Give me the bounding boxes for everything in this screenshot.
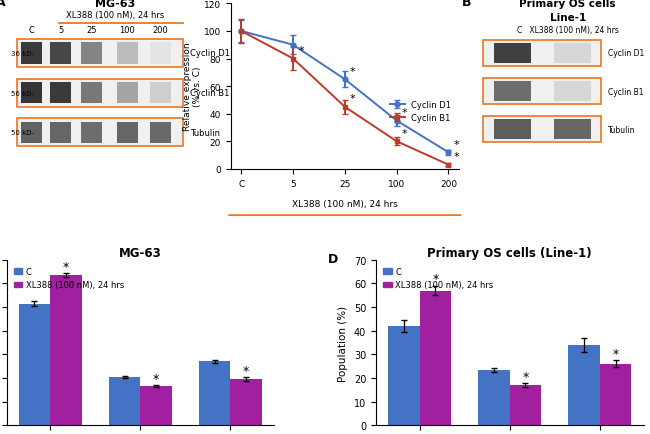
Text: Cyclin B1: Cyclin B1 — [608, 87, 644, 96]
Bar — [150, 83, 171, 104]
Text: *: * — [432, 273, 439, 286]
Legend: C, XL388 (100 nM), 24 hrs: C, XL388 (100 nM), 24 hrs — [380, 264, 497, 293]
Bar — [554, 82, 592, 102]
Text: C   XL388 (100 nM), 24 hrs: C XL388 (100 nM), 24 hrs — [517, 26, 619, 35]
FancyBboxPatch shape — [484, 41, 601, 67]
Text: Line-1: Line-1 — [549, 13, 586, 23]
Bar — [231, 379, 262, 425]
Bar — [21, 122, 42, 144]
Text: *: * — [350, 94, 356, 104]
Text: *: * — [350, 66, 356, 76]
X-axis label: XL388 (100 nM), 24 hrs: XL388 (100 nM), 24 hrs — [292, 199, 398, 208]
Text: XL388 (100 nM), 24 hrs: XL388 (100 nM), 24 hrs — [66, 11, 164, 20]
FancyBboxPatch shape — [484, 117, 601, 143]
Text: *: * — [298, 46, 304, 56]
Text: Tubulin: Tubulin — [608, 125, 636, 134]
Bar — [493, 44, 530, 64]
Bar — [81, 43, 102, 65]
Text: Primary OS cells: Primary OS cells — [519, 0, 616, 10]
Legend: C, XL388 (100 nM), 24 hrs: C, XL388 (100 nM), 24 hrs — [10, 264, 127, 293]
Y-axis label: Population (%): Population (%) — [338, 305, 348, 381]
Text: *: * — [612, 347, 619, 360]
Title: MG-63: MG-63 — [119, 246, 162, 259]
Text: 200: 200 — [153, 26, 168, 35]
Bar — [493, 120, 530, 140]
Bar — [150, 43, 171, 65]
Bar — [478, 370, 510, 425]
Text: Cyclin D1: Cyclin D1 — [190, 49, 229, 58]
Text: *: * — [63, 260, 69, 273]
Text: C: C — [29, 26, 34, 35]
Text: A: A — [0, 0, 6, 9]
Bar — [50, 83, 71, 104]
Bar — [117, 83, 138, 104]
Bar — [117, 43, 138, 65]
Text: 5: 5 — [58, 26, 63, 35]
Text: *: * — [402, 128, 408, 138]
Text: MG-63: MG-63 — [95, 0, 135, 10]
Bar — [419, 291, 451, 425]
Text: 100: 100 — [120, 26, 135, 35]
Bar — [50, 276, 82, 425]
FancyBboxPatch shape — [17, 119, 183, 147]
Title: Primary OS cells (Line-1): Primary OS cells (Line-1) — [427, 246, 592, 259]
Bar — [81, 83, 102, 104]
Text: 25: 25 — [86, 26, 97, 35]
Bar — [140, 386, 172, 425]
FancyBboxPatch shape — [484, 79, 601, 105]
Text: 36 kD-: 36 kD- — [10, 51, 34, 57]
Bar — [510, 385, 541, 425]
FancyBboxPatch shape — [17, 79, 183, 108]
Bar — [600, 364, 631, 425]
Title: MG-63: MG-63 — [324, 0, 366, 2]
Bar — [50, 43, 71, 65]
Bar — [554, 120, 592, 140]
Bar — [554, 44, 592, 64]
Text: *: * — [153, 372, 159, 385]
Bar — [50, 122, 71, 144]
Text: *: * — [523, 370, 528, 383]
Bar — [493, 82, 530, 102]
Text: *: * — [243, 364, 250, 377]
Bar — [388, 326, 419, 425]
Text: *: * — [454, 139, 460, 149]
FancyBboxPatch shape — [17, 40, 183, 68]
Bar — [117, 122, 138, 144]
Text: D: D — [328, 252, 338, 265]
Text: B: B — [462, 0, 471, 9]
Y-axis label: Relative expression
(% vs. C): Relative expression (% vs. C) — [183, 43, 202, 131]
Bar — [568, 345, 600, 425]
Bar — [19, 304, 50, 425]
Text: 56 kD-: 56 kD- — [10, 91, 34, 96]
Text: Cyclin D1: Cyclin D1 — [608, 49, 644, 58]
Bar — [150, 122, 171, 144]
Bar — [21, 83, 42, 104]
Bar — [199, 362, 231, 425]
Bar — [81, 122, 102, 144]
Text: *: * — [454, 152, 460, 162]
Text: Cyclin B1: Cyclin B1 — [190, 89, 229, 98]
Bar — [109, 377, 140, 425]
Legend: Cyclin D1, Cyclin B1: Cyclin D1, Cyclin B1 — [386, 97, 454, 126]
Text: Tubulin: Tubulin — [190, 128, 220, 138]
Bar — [21, 43, 42, 65]
Text: 50 kD-: 50 kD- — [10, 130, 34, 136]
Text: *: * — [402, 108, 408, 118]
